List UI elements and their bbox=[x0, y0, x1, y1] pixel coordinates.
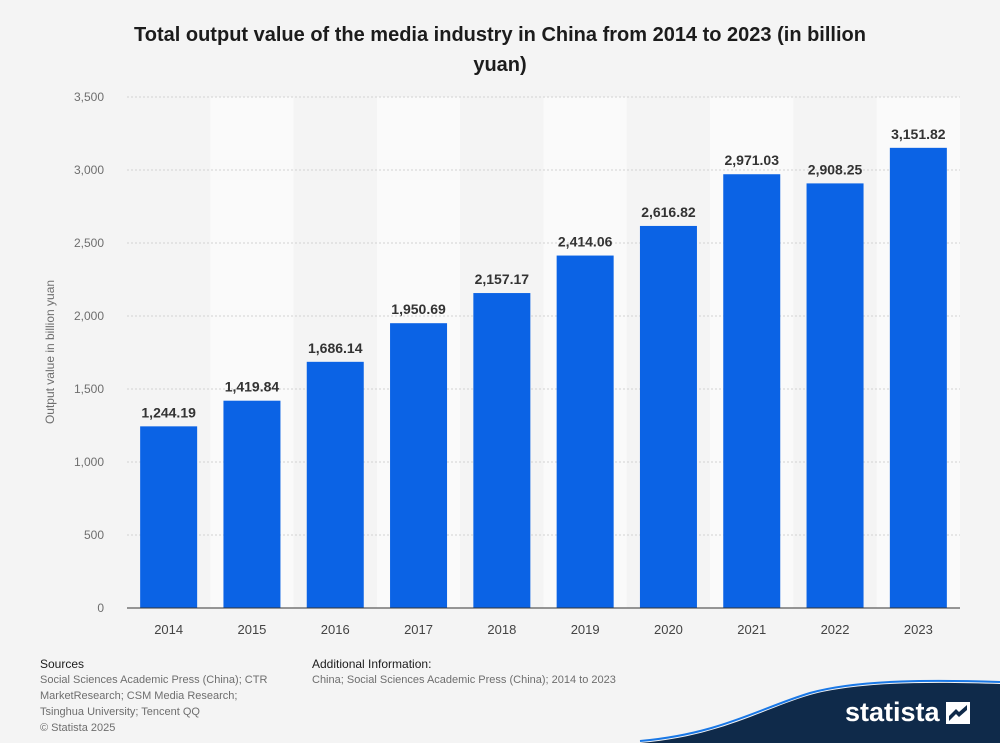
footer-additional-info: Additional Information: China; Social Sc… bbox=[312, 656, 712, 688]
x-tick-label: 2021 bbox=[737, 622, 766, 637]
info-text: China; Social Sciences Academic Press (C… bbox=[312, 674, 616, 686]
bar-2017[interactable] bbox=[390, 323, 448, 608]
x-tick-label: 2017 bbox=[404, 622, 433, 637]
data-label: 1,950.69 bbox=[391, 301, 446, 317]
bar-2015[interactable] bbox=[223, 400, 281, 608]
bar-2022[interactable] bbox=[806, 183, 864, 608]
sources-line: MarketResearch; CSM Media Research; bbox=[40, 690, 238, 702]
data-label: 1,244.19 bbox=[141, 404, 196, 420]
y-axis-label: Output value in billion yuan bbox=[43, 280, 57, 424]
statista-logo-icon bbox=[945, 701, 970, 724]
x-tick-label: 2014 bbox=[154, 622, 183, 637]
sources-heading: Sources bbox=[40, 657, 85, 671]
statista-logo[interactable]: statista bbox=[845, 697, 970, 728]
y-tick-label: 3,500 bbox=[74, 90, 104, 104]
x-tick-label: 2020 bbox=[654, 622, 683, 637]
data-label: 2,971.03 bbox=[725, 152, 780, 168]
bar-2016[interactable] bbox=[306, 361, 364, 608]
footer-sources: Sources Social Sciences Academic Press (… bbox=[40, 656, 302, 736]
data-label: 2,414.06 bbox=[558, 234, 613, 250]
bar-2019[interactable] bbox=[556, 255, 614, 608]
data-label: 2,157.17 bbox=[475, 271, 530, 287]
y-tick-label: 2,500 bbox=[74, 236, 104, 250]
x-tick-label: 2018 bbox=[487, 622, 516, 637]
x-tick-label: 2016 bbox=[321, 622, 350, 637]
x-tick-label: 2023 bbox=[904, 622, 933, 637]
y-tick-label: 3,000 bbox=[74, 163, 104, 177]
data-label: 2,908.25 bbox=[808, 161, 863, 177]
data-label: 2,616.82 bbox=[641, 204, 696, 220]
bar-2014[interactable] bbox=[140, 426, 198, 608]
sources-line: Tsinghua University; Tencent QQ bbox=[40, 706, 200, 718]
y-tick-label: 2,000 bbox=[74, 309, 104, 323]
data-label: 3,151.82 bbox=[891, 126, 946, 142]
y-tick-label: 1,000 bbox=[74, 455, 104, 469]
data-label: 1,419.84 bbox=[225, 379, 280, 395]
sources-line: Social Sciences Academic Press (China); … bbox=[40, 674, 268, 686]
x-tick-label: 2015 bbox=[237, 622, 266, 637]
data-label: 1,686.14 bbox=[308, 340, 363, 356]
y-tick-label: 0 bbox=[97, 601, 104, 615]
bar-2018[interactable] bbox=[473, 293, 531, 608]
brand-name: statista bbox=[845, 697, 940, 727]
info-heading: Additional Information: bbox=[312, 657, 432, 671]
bar-2020[interactable] bbox=[639, 225, 697, 608]
x-tick-label: 2019 bbox=[571, 622, 600, 637]
chart-title: Total output value of the media industry… bbox=[134, 24, 866, 76]
x-tick-label: 2022 bbox=[821, 622, 850, 637]
copyright-text: © Statista 2025 bbox=[40, 722, 116, 734]
y-tick-label: 1,500 bbox=[74, 382, 104, 396]
bar-2023[interactable] bbox=[889, 147, 947, 608]
bar-2021[interactable] bbox=[723, 174, 781, 608]
y-tick-label: 500 bbox=[84, 528, 104, 542]
